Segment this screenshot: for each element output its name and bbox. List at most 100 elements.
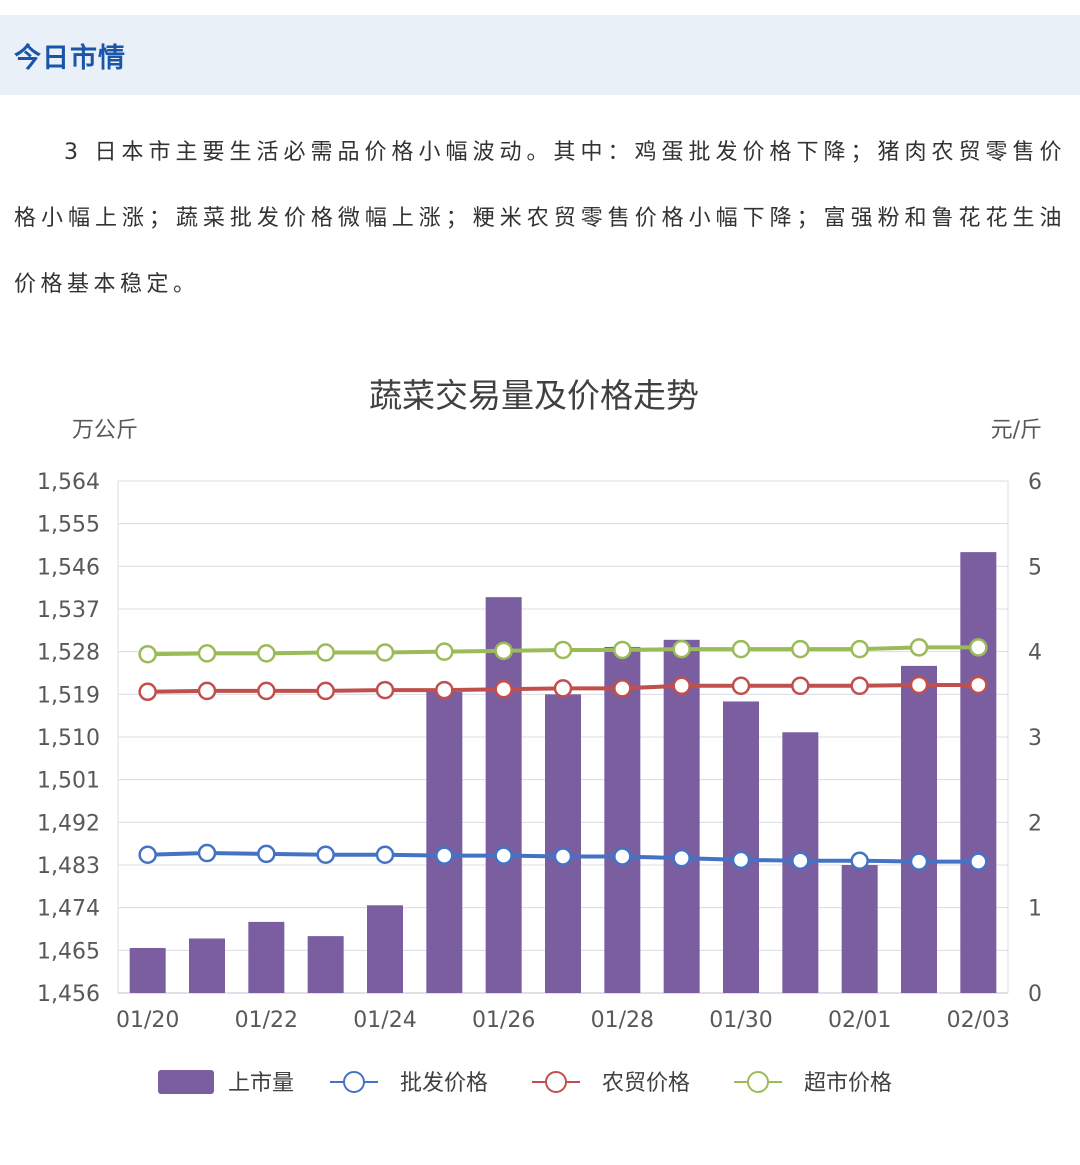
y-left-tick-label: 1,465 xyxy=(37,939,100,964)
y-axis-right-label: 元/斤 xyxy=(991,418,1042,443)
bar-01-27 xyxy=(545,694,581,993)
series-point-0 xyxy=(731,850,751,870)
legend-swatch-point-1 xyxy=(545,1071,567,1093)
bar-02-03 xyxy=(960,552,997,993)
series-point-2 xyxy=(613,640,632,660)
series-point-2 xyxy=(316,643,335,662)
y-left-tick-label: 1,564 xyxy=(37,470,100,495)
x-tick-label: 01/20 xyxy=(116,1008,179,1033)
series-point-1 xyxy=(553,679,573,698)
y-left-tick-label: 1,537 xyxy=(37,598,100,623)
series-point-1 xyxy=(257,681,276,701)
bar-01-25 xyxy=(426,691,463,993)
y-right-tick-label: 5 xyxy=(1028,555,1042,580)
bar-01-29 xyxy=(663,639,700,993)
series-point-1 xyxy=(850,676,869,696)
series-point-2 xyxy=(791,639,810,659)
bar-01-26 xyxy=(485,597,522,993)
x-tick-label: 01/22 xyxy=(235,1008,298,1033)
series-point-1 xyxy=(791,676,810,696)
y-left-tick-label: 1,501 xyxy=(37,769,100,794)
series-point-1 xyxy=(435,680,454,700)
legend-label-line-0: 批发价格 xyxy=(400,1071,488,1096)
series-point-2 xyxy=(553,640,573,660)
x-tick-label: 01/30 xyxy=(709,1008,772,1033)
x-tick-label: 02/01 xyxy=(828,1008,891,1033)
series-point-2 xyxy=(197,644,217,663)
series-point-0 xyxy=(850,851,869,870)
series-point-1 xyxy=(731,676,751,696)
bar-01-22 xyxy=(248,921,285,993)
series-point-0 xyxy=(909,852,929,871)
series-point-1 xyxy=(375,680,395,700)
bar-01-28 xyxy=(604,646,641,993)
y-left-tick-label: 1,474 xyxy=(37,897,100,922)
y-left-tick-label: 1,528 xyxy=(37,641,100,666)
series-point-2 xyxy=(435,642,454,661)
series-point-0 xyxy=(553,847,573,866)
y-left-tick-label: 1,483 xyxy=(37,854,100,879)
series-point-0 xyxy=(969,852,988,871)
y-right-tick-label: 3 xyxy=(1028,726,1042,751)
page-title: 今日市情 xyxy=(14,43,126,74)
y-left-tick-label: 1,510 xyxy=(37,726,100,751)
y-left-tick-label: 1,492 xyxy=(37,811,100,836)
y-axis-left-label: 万公斤 xyxy=(72,418,138,443)
bar-01-30 xyxy=(723,701,759,993)
series-point-1 xyxy=(316,681,335,701)
series-point-0 xyxy=(138,845,157,865)
bar-01-20 xyxy=(129,947,166,993)
y-left-tick-label: 1,546 xyxy=(37,555,100,580)
series-point-1 xyxy=(494,679,513,699)
y-right-tick-label: 2 xyxy=(1028,811,1042,836)
bar-02-01 xyxy=(841,865,878,993)
article-paragraph: 3 日本市主要生活必需品价格小幅波动。其中：鸡蛋批发价格下降；猪肉农贸零售价格小… xyxy=(14,140,1066,297)
series-point-1 xyxy=(969,675,988,695)
series-point-0 xyxy=(316,845,335,865)
y-left-tick-label: 1,519 xyxy=(37,683,100,708)
legend-swatch-point-2 xyxy=(747,1071,769,1093)
y-right-tick-label: 0 xyxy=(1028,982,1042,1007)
bar-01-24 xyxy=(367,905,403,993)
series-point-2 xyxy=(731,639,751,659)
bar-02-02 xyxy=(901,665,937,993)
y-right-tick-label: 6 xyxy=(1028,470,1042,495)
y-right-tick-label: 1 xyxy=(1028,897,1042,922)
x-tick-label: 01/24 xyxy=(353,1008,416,1033)
series-point-0 xyxy=(672,848,691,868)
y-left-tick-label: 1,555 xyxy=(37,513,100,538)
series-point-0 xyxy=(375,845,395,865)
bar-01-23 xyxy=(307,936,344,993)
series-point-2 xyxy=(375,643,395,662)
series-point-0 xyxy=(435,846,454,865)
chart-title: 蔬菜交易量及价格走势 xyxy=(369,376,699,415)
legend-swatch-bar xyxy=(158,1070,214,1094)
series-point-2 xyxy=(138,644,157,664)
series-point-1 xyxy=(197,681,217,701)
legend-label-line-2: 超市价格 xyxy=(804,1071,892,1096)
series-point-0 xyxy=(791,851,810,870)
legend-label-line-1: 农贸价格 xyxy=(602,1071,690,1096)
series-point-2 xyxy=(672,639,691,659)
series-point-2 xyxy=(909,638,929,657)
series-point-0 xyxy=(257,844,276,864)
series-point-2 xyxy=(850,639,869,659)
series-point-1 xyxy=(909,675,929,695)
series-point-1 xyxy=(672,676,691,696)
series-point-0 xyxy=(197,843,217,863)
y-right-tick-label: 4 xyxy=(1028,641,1042,666)
header-band xyxy=(0,15,1080,95)
legend-swatch-point-0 xyxy=(343,1071,365,1093)
legend-label-bar: 上市量 xyxy=(228,1071,294,1096)
series-point-1 xyxy=(613,679,632,698)
x-tick-label: 02/03 xyxy=(947,1008,1010,1033)
series-point-1 xyxy=(138,682,157,702)
series-point-0 xyxy=(613,847,632,866)
bar-01-21 xyxy=(189,938,225,993)
series-point-2 xyxy=(494,641,513,661)
series-point-2 xyxy=(969,638,988,657)
series-point-0 xyxy=(494,846,513,865)
x-tick-label: 01/26 xyxy=(472,1008,535,1033)
x-tick-label: 01/28 xyxy=(591,1008,654,1033)
